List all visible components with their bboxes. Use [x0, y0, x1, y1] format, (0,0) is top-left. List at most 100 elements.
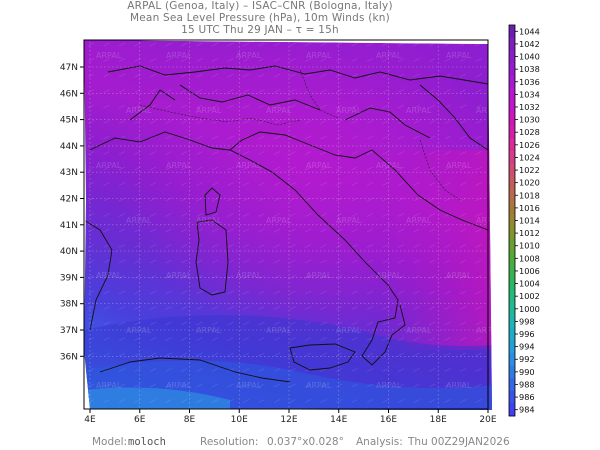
colorbar-swatch — [509, 37, 515, 51]
colorbar-swatch — [509, 113, 515, 127]
colorbar-label: 1040 — [519, 52, 540, 62]
colorbar-label: 1024 — [519, 152, 540, 162]
colorbar-label: 1008 — [519, 253, 540, 263]
lat-tick-label: 40N — [60, 247, 78, 257]
watermark-text: ARPAL — [336, 106, 362, 115]
colorbar-swatch — [509, 352, 515, 366]
colorbar-label: 988 — [519, 379, 535, 389]
colorbar-swatch — [509, 264, 515, 278]
map-title-block: ARPAL (Genoa, Italy) – ISAC–CNR (Bologna… — [0, 0, 520, 36]
colorbar-swatch — [509, 226, 515, 240]
lat-tick-label: 42N — [60, 195, 78, 205]
colorbar-label: 1016 — [519, 203, 540, 213]
colorbar-swatch — [509, 252, 515, 265]
colorbar-label: 1036 — [519, 77, 540, 87]
colorbar-label: 1042 — [519, 39, 540, 49]
colorbar-label: 998 — [519, 316, 535, 326]
watermark-text: ARPAL — [96, 51, 122, 60]
watermark-text: ARPAL — [306, 271, 332, 280]
lat-tick-label: 44N — [60, 142, 78, 152]
colorbar-label: 1044 — [519, 26, 540, 36]
colorbar-label: 1000 — [519, 304, 540, 314]
colorbar-label: 1028 — [519, 127, 540, 137]
watermarks: ARPAL ARPAL ARPAL ARPAL ARPAL ARPAL ARPAL ARPAL… — [96, 51, 502, 390]
model-label: Model: — [92, 436, 128, 448]
colorbar-swatch — [509, 340, 515, 354]
title-line-valid-time: 15 UTC Thu 29 JAN – τ = 15h — [181, 24, 339, 36]
lon-tick-label: 16E — [380, 415, 397, 425]
analysis-label: Analysis: — [356, 436, 403, 448]
colorbar-swatch — [509, 138, 515, 152]
watermark-text: ARPAL — [166, 51, 192, 60]
watermark-text: ARPAL — [126, 216, 152, 225]
watermark-text: ARPAL — [236, 51, 262, 60]
watermark-text: ARPAL — [236, 161, 262, 170]
colorbar-label: 1014 — [519, 216, 540, 226]
watermark-text: ARPAL — [166, 161, 192, 170]
colorbar-swatch — [509, 125, 515, 139]
lat-tick-label: 43N — [60, 168, 78, 178]
colorbar-label: 1022 — [519, 165, 540, 175]
watermark-text: ARPAL — [446, 161, 472, 170]
watermark-text: ARPAL — [476, 216, 502, 225]
resolution-label: Resolution: — [200, 436, 259, 448]
watermark-text: ARPAL — [446, 271, 472, 280]
colorbar-swatch — [509, 327, 515, 341]
watermark-text: ARPAL — [96, 161, 122, 170]
lat-tick-label: 39N — [60, 273, 78, 283]
colorbar-swatch — [509, 163, 515, 177]
colorbar-swatch — [509, 214, 515, 228]
watermark-text: ARPAL — [266, 106, 292, 115]
footer: Model: moloch Resolution: 0.037°x0.028° … — [0, 436, 600, 450]
colorbar-swatch — [509, 88, 515, 101]
graticule — [84, 42, 489, 409]
colorbar-swatch — [509, 365, 515, 379]
colorbar-label: 984 — [519, 405, 535, 415]
lon-tick-label: 8E — [184, 415, 196, 425]
colorbar-label: 1012 — [519, 228, 540, 238]
watermark-text: ARPAL — [306, 51, 332, 60]
lat-tick-label: 47N — [60, 63, 78, 73]
lon-tick-label: 20E — [479, 415, 496, 425]
colorbar-label: 994 — [519, 342, 535, 352]
title-line-institutions: ARPAL (Genoa, Italy) – ISAC–CNR (Bologna… — [127, 0, 393, 12]
colorbar-label: 986 — [519, 392, 535, 402]
lon-tick-label: 4E — [84, 415, 96, 425]
lon-tick-label: 6E — [134, 415, 146, 425]
watermark-text: ARPAL — [196, 326, 222, 335]
watermark-text: ARPAL — [406, 216, 432, 225]
lat-tick-label: 38N — [60, 300, 78, 310]
pressure-colorbar: 1044 1042 1040 1038 1036 1034 1032 1030 1028 1026… — [508, 24, 540, 417]
watermark-text: ARPAL — [446, 381, 472, 390]
coastlines — [84, 65, 489, 383]
colorbar-swatch — [509, 201, 515, 215]
watermark-text: ARPAL — [196, 216, 222, 225]
lon-tick-label: 18E — [430, 415, 447, 425]
watermark-text: ARPAL — [376, 271, 402, 280]
colorbar-swatch — [509, 403, 515, 417]
watermark-text: ARPAL — [406, 106, 432, 115]
longitude-axis: 4E 6E 8E 10E 12E 14E 16E 18E 20E — [84, 409, 497, 425]
colorbar-swatch — [509, 62, 515, 76]
analysis-value: Thu 00Z29JAN2026 — [408, 436, 510, 448]
watermark-text: ARPAL — [336, 326, 362, 335]
colorbar-label: 996 — [519, 329, 535, 339]
watermark-text: ARPAL — [266, 326, 292, 335]
colorbar-swatch — [509, 25, 515, 38]
colorbar-swatch — [509, 289, 515, 303]
latitude-axis: 47N 46N 45N 44N 43N 42N 41N 40N 39N 38N 37N 36N — [60, 63, 84, 362]
watermark-text: ARPAL — [266, 216, 292, 225]
watermark-text: ARPAL — [196, 106, 222, 115]
lat-tick-label: 36N — [60, 352, 78, 362]
watermark-text: ARPAL — [306, 381, 332, 390]
watermark-text: ARPAL — [126, 326, 152, 335]
lat-tick-label: 46N — [60, 89, 78, 99]
watermark-text: ARPAL — [306, 161, 332, 170]
lon-tick-label: 14E — [330, 415, 347, 425]
lat-tick-label: 41N — [60, 221, 78, 231]
watermark-text: ARPAL — [376, 381, 402, 390]
colorbar-swatch — [509, 302, 515, 316]
colorbar-swatch — [509, 176, 515, 190]
colorbar-swatch — [509, 315, 515, 329]
pressure-field: ARPAL ARPAL ARPAL ARPAL ARPAL ARPAL ARPAL ARPAL… — [84, 40, 502, 410]
